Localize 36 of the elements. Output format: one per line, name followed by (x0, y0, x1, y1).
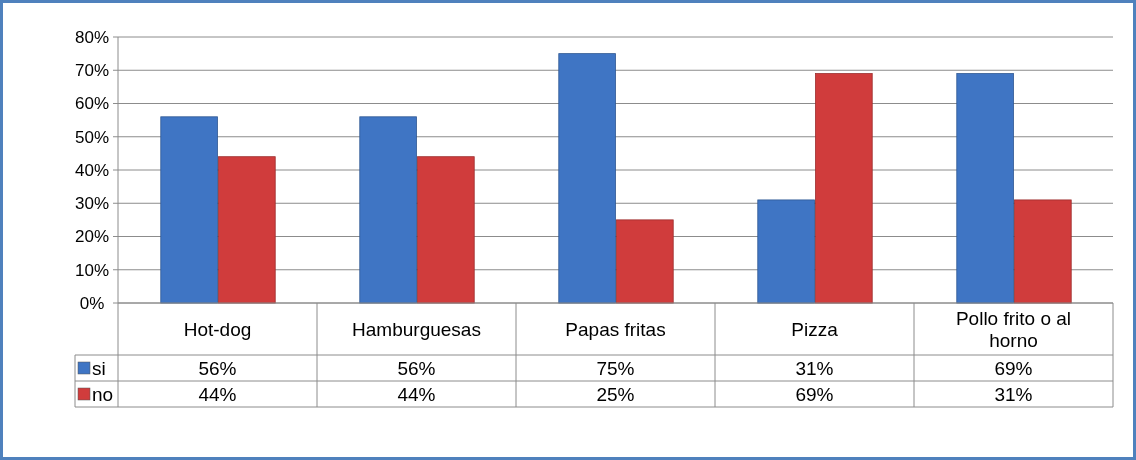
bar (956, 73, 1014, 304)
text: 75% (596, 357, 635, 379)
text: 44% (397, 383, 436, 405)
text: 25% (596, 383, 635, 405)
y-tick-label: 20% (74, 227, 110, 247)
x-tick-label: Papas fritas (565, 318, 666, 340)
x-tick-label: Pizza (791, 318, 839, 340)
bar (160, 116, 218, 304)
x-tick-label: Hamburguesas (352, 318, 481, 340)
y-tick-label: 40% (74, 160, 110, 180)
bar (815, 73, 873, 304)
y-tick-label: 30% (74, 194, 110, 214)
bar (757, 199, 815, 304)
bar (558, 53, 616, 304)
y-tick-label: 0% (79, 293, 105, 313)
y-tick-label: 10% (74, 260, 110, 280)
bar (218, 156, 276, 304)
bar (1014, 199, 1072, 304)
x-tick-label: Pollo frito o al horno (955, 307, 1072, 351)
bar (417, 156, 475, 304)
text: 56% (198, 357, 237, 379)
text: 31% (994, 383, 1033, 405)
text: 69% (994, 357, 1033, 379)
legend-label: si (92, 357, 106, 379)
y-tick-label: 80% (74, 27, 110, 47)
y-tick-label: 50% (74, 127, 110, 147)
y-tick-label: 60% (74, 94, 110, 114)
bar (616, 219, 674, 304)
x-tick-label: Hot-dog (183, 318, 252, 340)
text: 69% (795, 383, 834, 405)
text: 31% (795, 357, 834, 379)
text: 56% (397, 357, 436, 379)
legend-label: no (92, 383, 114, 405)
text: 44% (198, 383, 237, 405)
y-tick-label: 70% (74, 61, 110, 81)
bar (359, 116, 417, 304)
